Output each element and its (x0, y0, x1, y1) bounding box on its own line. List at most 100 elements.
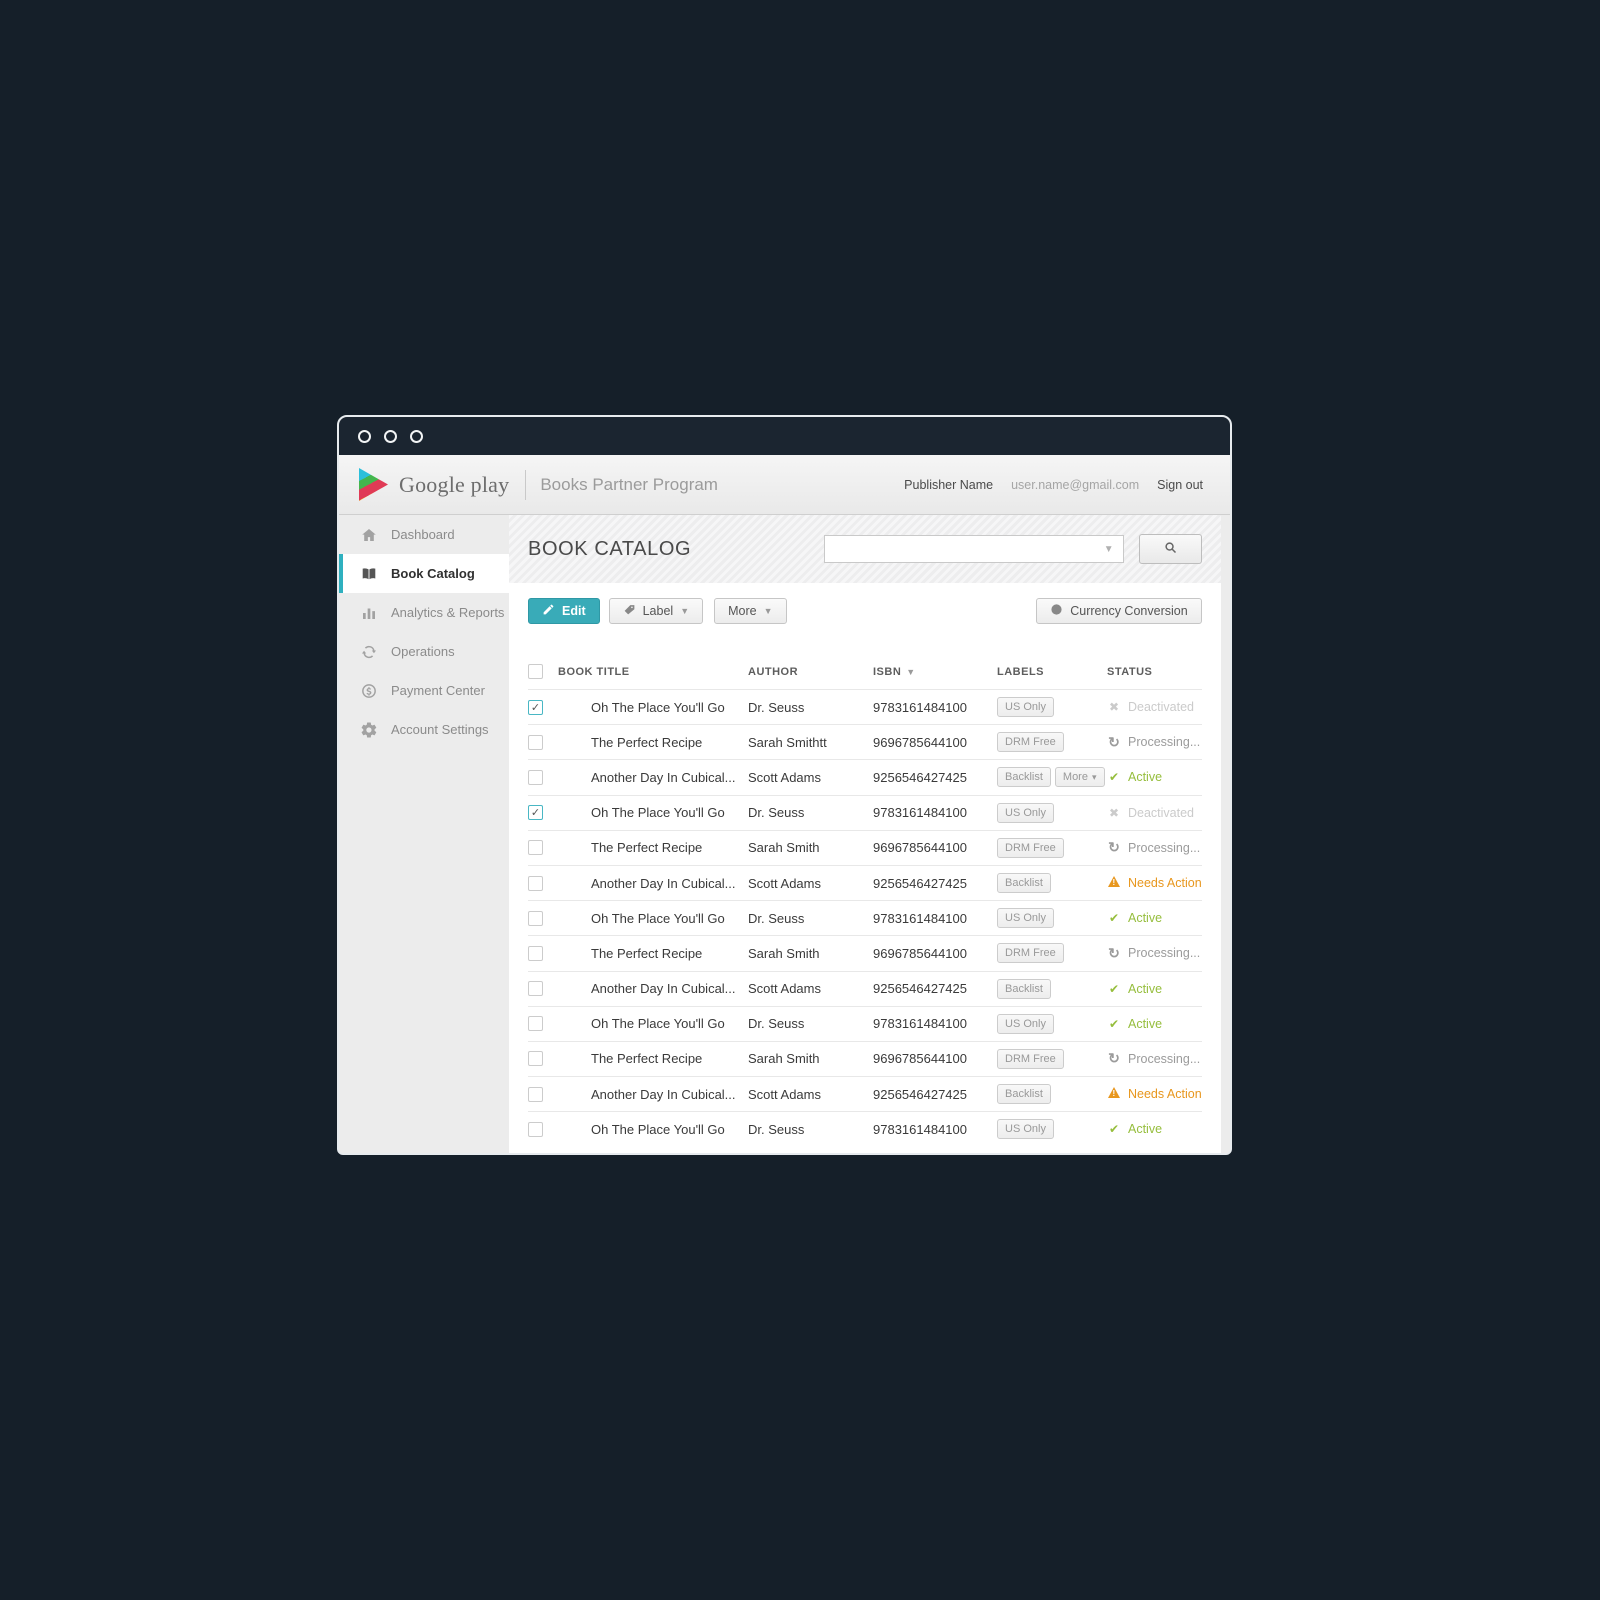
label-chip[interactable]: DRM Free (997, 943, 1064, 964)
column-header-labels[interactable]: LABELS (997, 665, 1044, 678)
label-chip[interactable]: Backlist (997, 767, 1051, 788)
select-all-checkbox[interactable] (528, 664, 543, 679)
active-status-icon: ✔ (1108, 1016, 1120, 1031)
book-title[interactable]: Another Day In Cubical... (591, 769, 736, 785)
row-checkbox[interactable] (528, 699, 543, 715)
status-label: Processing... (1128, 1051, 1201, 1066)
chevron-down-icon[interactable]: ▼ (1103, 543, 1114, 555)
currency-conversion-button[interactable]: Currency Conversion (1036, 598, 1202, 624)
book-author: Scott Adams (748, 769, 821, 785)
sidebar-item-operations[interactable]: Operations (339, 632, 509, 671)
label-chip[interactable]: US Only (997, 802, 1054, 823)
table-row: Oh The Place You'll Go Dr. Seuss 9783161… (528, 1005, 1202, 1041)
book-title[interactable]: Another Day In Cubical... (591, 875, 736, 891)
search-field[interactable]: ▼ (823, 535, 1124, 563)
window-control-icon[interactable] (410, 429, 423, 443)
sort-caret-icon[interactable]: ▼ (906, 666, 916, 677)
book-title[interactable]: The Perfect Recipe (591, 840, 703, 856)
processing-status-icon: ↻ (1108, 733, 1120, 750)
row-checkbox[interactable] (528, 1086, 543, 1102)
row-checkbox[interactable] (528, 875, 543, 891)
window-control-icon[interactable] (358, 429, 371, 443)
header-account-area: Publisher Name user.name@gmail.com Sign … (904, 478, 1230, 492)
search-input[interactable] (824, 536, 1095, 562)
book-title[interactable]: Oh The Place You'll Go (591, 699, 725, 715)
row-checkbox[interactable] (528, 910, 543, 926)
table-row: The Perfect Recipe Sarah Smith 969678564… (528, 1040, 1202, 1076)
book-status: ✔ Active (1107, 1122, 1202, 1136)
label-chip[interactable]: US Only (997, 908, 1054, 929)
book-status: Needs Action (1107, 876, 1202, 890)
book-author: Dr. Seuss (748, 910, 805, 926)
edit-button[interactable]: Edit (528, 598, 600, 624)
active-status-icon: ✔ (1108, 911, 1120, 926)
book-title[interactable]: The Perfect Recipe (591, 734, 703, 750)
book-status: ✖ Deactivated (1107, 700, 1202, 714)
label-chip[interactable]: More ▾ (1054, 767, 1105, 788)
book-title[interactable]: Another Day In Cubical... (591, 981, 736, 997)
play-triangle-icon (359, 468, 388, 501)
row-checkbox[interactable] (528, 981, 543, 997)
book-title[interactable]: The Perfect Recipe (591, 945, 703, 961)
table-row: Oh The Place You'll Go Dr. Seuss 9783161… (528, 900, 1202, 935)
label-chip[interactable]: US Only (997, 1119, 1054, 1140)
book-title[interactable]: Oh The Place You'll Go (591, 1016, 725, 1032)
row-checkbox[interactable] (528, 805, 543, 821)
column-header-author[interactable]: AUTHOR (748, 665, 799, 678)
row-checkbox[interactable] (528, 1016, 543, 1032)
row-checkbox[interactable] (528, 840, 543, 856)
book-title[interactable]: Oh The Place You'll Go (591, 805, 725, 821)
label-chip[interactable]: US Only (997, 697, 1054, 718)
label-chip[interactable]: Backlist (997, 1084, 1051, 1105)
label-chip[interactable]: DRM Free (997, 732, 1064, 753)
book-title[interactable]: Another Day In Cubical... (591, 1086, 736, 1102)
table-row: Another Day In Cubical... Scott Adams 92… (528, 759, 1202, 794)
search-button[interactable] (1138, 534, 1202, 564)
book-status: ✔ Active (1107, 1017, 1202, 1031)
globe-icon (1050, 603, 1063, 619)
book-author: Sarah Smith (748, 840, 820, 856)
book-isbn: 9256546427425 (873, 769, 967, 785)
label-chip[interactable]: DRM Free (997, 837, 1064, 858)
book-title[interactable]: The Perfect Recipe (591, 1051, 703, 1067)
book-labels: DRM Free (997, 943, 1107, 964)
app-header: Google play Books Partner Program Publis… (339, 455, 1230, 515)
sidebar-item-label: Book Catalog (391, 566, 475, 581)
book-status: ↻ Processing... (1107, 945, 1202, 962)
sidebar-item-analytics-reports[interactable]: Analytics & Reports (339, 593, 509, 632)
column-header-status[interactable]: STATUS (1107, 665, 1153, 678)
window-titlebar (339, 417, 1230, 455)
row-checkbox[interactable] (528, 1121, 543, 1137)
sidebar-item-book-catalog[interactable]: Book Catalog (339, 554, 509, 593)
isbn-header-label: ISBN (873, 665, 902, 678)
more-button[interactable]: More ▼ (714, 598, 787, 624)
row-checkbox[interactable] (528, 945, 543, 961)
column-header-isbn[interactable]: ISBN ▼ (873, 666, 997, 678)
processing-status-icon: ↻ (1108, 944, 1120, 961)
table-header-row: BOOK TITLE AUTHOR ISBN ▼ LABELS STATUS (528, 654, 1202, 689)
row-checkbox[interactable] (528, 769, 543, 785)
label-button[interactable]: Label ▼ (608, 598, 704, 624)
window-control-icon[interactable] (384, 429, 397, 443)
label-chip[interactable]: US Only (997, 1013, 1054, 1034)
book-catalog-panel: BOOK CATALOG ▼ (509, 515, 1221, 1153)
column-header-book-title[interactable]: BOOK TITLE (558, 665, 630, 678)
label-chip[interactable]: Backlist (997, 873, 1051, 894)
label-chip[interactable]: DRM Free (997, 1048, 1064, 1069)
book-author: Scott Adams (748, 981, 821, 997)
sidebar-item-payment-center[interactable]: Payment Center (339, 671, 509, 710)
book-title[interactable]: Oh The Place You'll Go (591, 910, 725, 926)
header-divider (525, 469, 527, 500)
sign-out-link[interactable]: Sign out (1157, 477, 1203, 492)
sidebar-item-dashboard[interactable]: Dashboard (339, 515, 509, 554)
book-title[interactable]: Oh The Place You'll Go (591, 1121, 725, 1137)
google-play-logo[interactable]: Google play (339, 468, 509, 501)
book-icon (360, 565, 378, 583)
row-checkbox[interactable] (528, 734, 543, 750)
sidebar-item-label: Account Settings (391, 722, 489, 737)
row-checkbox[interactable] (528, 1051, 543, 1067)
label-chip[interactable]: Backlist (997, 978, 1051, 999)
sidebar-item-account-settings[interactable]: Account Settings (339, 710, 509, 749)
book-labels: Backlist (997, 978, 1107, 999)
book-author: Sarah Smith (748, 945, 820, 961)
